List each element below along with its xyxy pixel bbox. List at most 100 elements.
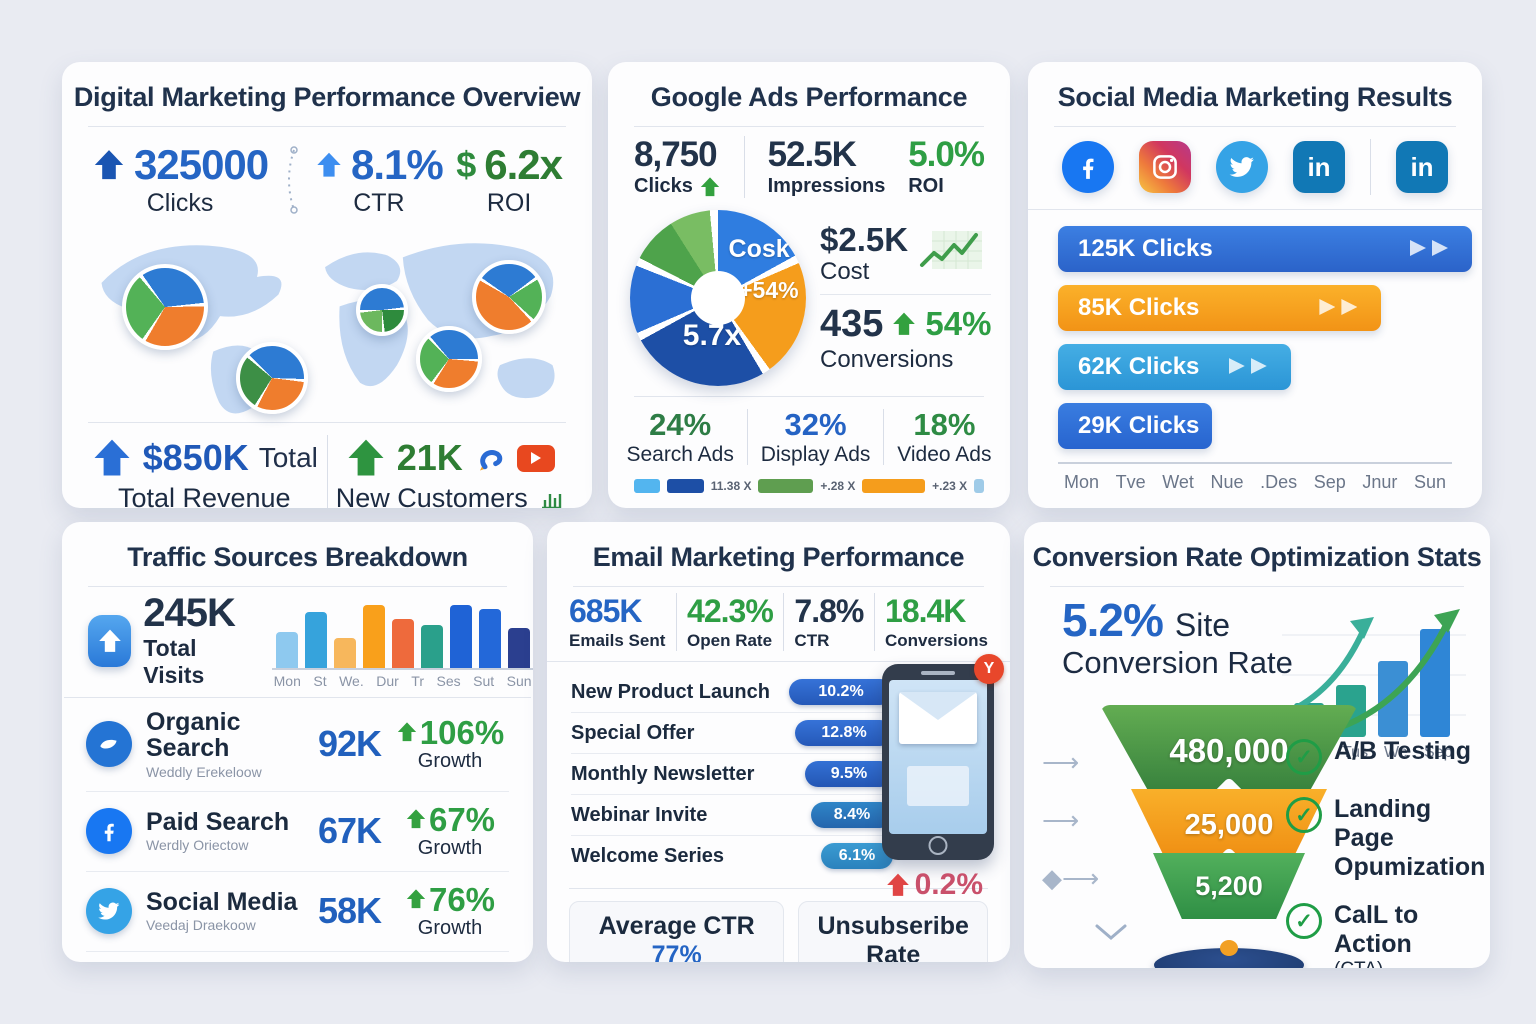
twitter-icon[interactable] [1216, 141, 1268, 193]
dotted-curve-decoration [287, 145, 298, 214]
funnel-value: 25,000 [1184, 808, 1274, 841]
mini-bar [304, 611, 327, 668]
axis-tick-label: Dur [376, 673, 399, 689]
legend-text: 11.38 X [710, 479, 752, 493]
campaign-name: Welcome Series [571, 844, 725, 867]
campaign-rate-pill: 6.1% [821, 843, 893, 869]
campaign-rate-pill: 12.8% [795, 720, 893, 746]
ad-type-stats: 24% Search Ads 32% Display Ads 18% Video… [608, 397, 1010, 469]
up-arrow-icon [345, 435, 387, 481]
envelope-icon [899, 692, 977, 744]
divider [675, 593, 677, 651]
mini-bar [507, 628, 530, 668]
linkedin-icon[interactable]: in [1396, 141, 1448, 193]
legend-bar-green [758, 479, 814, 493]
cost-label: Cost [820, 257, 870, 285]
growth-value: 67% [428, 800, 496, 838]
mini-bar [333, 638, 356, 668]
stat-label: Emails Sent [569, 631, 666, 650]
source-value: 58K [317, 890, 382, 931]
facebook-icon [86, 808, 132, 854]
site-conversion-rate: 5.2% Site Conversion Rate [1062, 593, 1293, 681]
campaign-rate-pill: 8.4% [811, 802, 893, 828]
instagram-icon[interactable] [1139, 141, 1191, 193]
stat-value: 24% [649, 407, 712, 442]
donut-label-delta: +54% [739, 276, 799, 303]
axis-tick-label: Tr [411, 673, 424, 689]
mini-bar [420, 625, 443, 668]
table-row: Referral Weedly Mieskoow 28K 39% Growth [86, 952, 509, 963]
display-ads-stat: 32% Display Ads [761, 407, 871, 467]
rate-label: Conversion Rate [1062, 645, 1293, 680]
mini-bar [362, 605, 385, 668]
stat-value: 7.8% [794, 593, 864, 629]
legend-bar-orange [862, 479, 926, 493]
total-visits-stat: 245K Total Visits [88, 593, 244, 689]
up-arrow-badge-icon [88, 615, 132, 667]
card-title: Conversion Rate Optimization Stats [1032, 542, 1482, 572]
bar-linkedin-clicks: 29K Clicks [1058, 403, 1212, 449]
bar-instagram-clicks: 85K Clicks [1058, 285, 1382, 331]
customers-label: New Customers [335, 483, 528, 508]
legend-bar-lightblue [634, 479, 661, 493]
check-label: CalL to Action [1334, 901, 1419, 958]
stat-clicks: 8,750 Clicks [634, 135, 721, 198]
stat-roi: 5.0% ROI [908, 135, 985, 198]
stat-clicks: 325000 Clicks [92, 141, 269, 218]
campaign-rate-pill: 9.5% [805, 761, 893, 787]
legend-bar-darkblue [667, 479, 704, 493]
stat-value: 8,750 [634, 135, 718, 174]
world-map [84, 226, 570, 422]
campaign-name: Special Offer [571, 721, 695, 744]
conversions-delta: 54% [925, 305, 992, 342]
guide-arrow-icon: ⟶ [1042, 747, 1080, 777]
stat-label: Conversions [885, 631, 988, 650]
linkedin-icon[interactable]: in [1293, 141, 1345, 193]
customers-value: 21K [396, 437, 463, 478]
organic-search-icon [86, 721, 132, 768]
axis-tick-label: Sun [1413, 472, 1446, 492]
stat-value: 18.4K [885, 593, 966, 629]
card-title: Google Ads Performance [650, 82, 968, 112]
check-label: Landing Page [1334, 795, 1432, 852]
unsubscribe-box: 0.2% Unsubseribe Rate [798, 868, 988, 962]
overview-footer: $850K Total Total Revenue 21K New Custom… [62, 423, 592, 508]
stat-emails-sent: 685K Emails Sent [569, 593, 665, 651]
stat-value: 325000 [134, 141, 269, 188]
google-ads-middle: Cosk +54% 5.7x $2.5K Cost [608, 200, 1010, 386]
funnel-base [1154, 940, 1304, 968]
growth-label: Growth [417, 836, 483, 859]
stat-label: CTR [794, 631, 830, 650]
source-subtext: Weddly Erekeloow [146, 763, 262, 780]
donut-label-roi: 5.7x [682, 319, 742, 353]
stat-label: Impressions [767, 175, 886, 197]
overview-stats: 325000 Clicks 8.1% CTR $ 6.2x ROI [62, 127, 592, 222]
source-value: 92K [317, 723, 382, 765]
region-pie-chart [356, 284, 408, 336]
axis-tick-label: Ses [436, 673, 461, 689]
source-name: Paid Search [146, 807, 290, 836]
list-item: ✓ A/B Testing [1286, 737, 1486, 775]
rate-suffix: Site [1174, 607, 1230, 643]
campaign-list: New Product Launch 10.2% Special Offer 1… [571, 672, 893, 876]
stat-label: Clicks [146, 189, 214, 217]
facebook-icon[interactable] [1062, 141, 1114, 193]
up-arrow-icon [315, 148, 343, 182]
stat-impressions: 52.5K Impressions [768, 135, 886, 198]
guide-arrow-icon: ◆⟶ [1042, 863, 1100, 893]
campaign-name: Webinar Invite [571, 803, 708, 826]
youtube-icon [516, 444, 555, 472]
average-ctr-label: Average CTR [598, 912, 755, 940]
stat-label: ROI [908, 175, 944, 197]
stat-value: 18% [913, 407, 976, 442]
growth-arrow-icon [1319, 299, 1336, 315]
source-value: 67K [317, 810, 382, 851]
divider [1054, 126, 1456, 127]
conversions-stat: 435 54% Conversions [820, 303, 991, 374]
card-traffic-sources: Traffic Sources Breakdown 245K Total Vis… [62, 522, 533, 962]
list-item: New Product Launch 10.2% [571, 672, 893, 713]
stat-label: CTR [353, 189, 405, 217]
envelope-icon [907, 766, 969, 806]
traffic-source-list: Organic Search Weddly Erekeloow 92K 106%… [62, 698, 533, 962]
